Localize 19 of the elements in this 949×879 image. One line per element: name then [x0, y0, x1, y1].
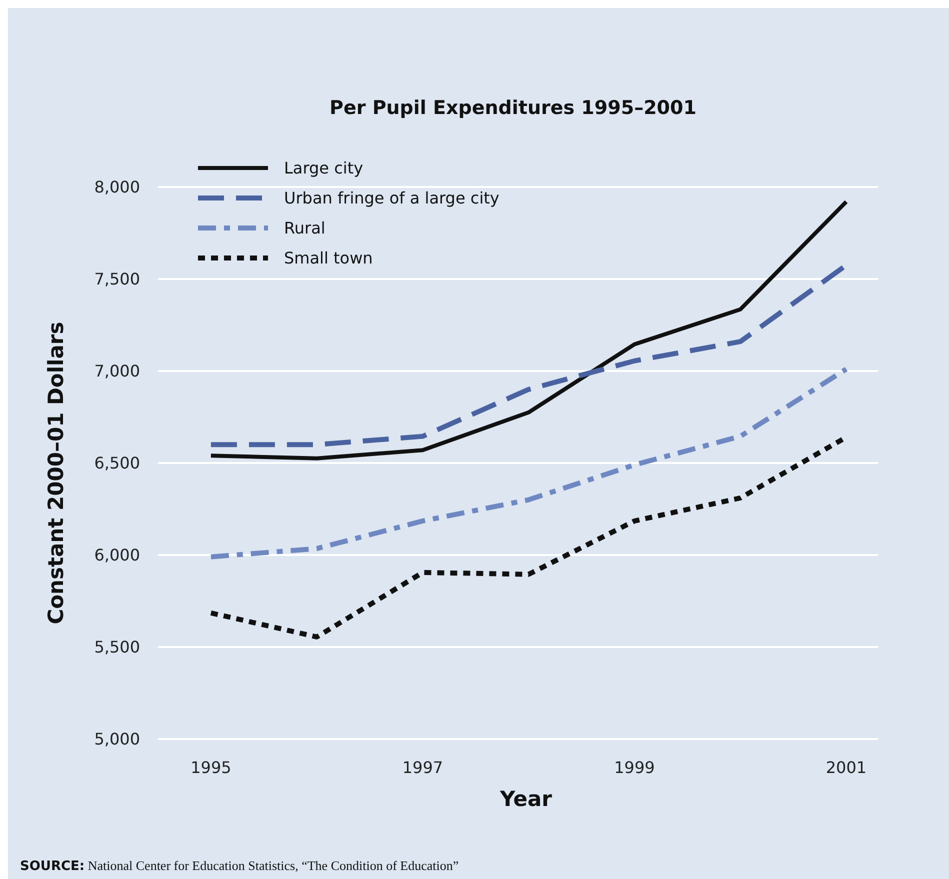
legend-label: Urban fringe of a large city — [284, 188, 500, 208]
chart-title: Per Pupil Expenditures 1995–2001 — [330, 97, 696, 119]
y-axis-title: Constant 2000–01 Dollars — [44, 322, 68, 624]
x-tick-label: 1999 — [614, 758, 655, 777]
y-tick-label: 7,500 — [94, 270, 140, 289]
legend-label: Small town — [284, 248, 373, 268]
y-tick-label: 7,000 — [94, 362, 140, 381]
source-note: SOURCE: National Center for Education Statistics, “The Condition of Education” — [20, 858, 459, 874]
x-tick-label: 1995 — [190, 758, 232, 777]
x-tick-label: 2001 — [826, 758, 867, 777]
y-tick-label: 6,500 — [94, 454, 140, 473]
x-axis-title: Year — [498, 787, 553, 811]
x-tick-label: 1997 — [402, 758, 444, 777]
legend-label: Large city — [284, 158, 364, 178]
y-tick-label: 5,500 — [94, 638, 140, 657]
y-tick-label: 5,000 — [94, 730, 140, 749]
y-tick-label: 8,000 — [94, 178, 140, 197]
y-tick-label: 6,000 — [94, 546, 140, 565]
legend-label: Rural — [284, 218, 326, 238]
